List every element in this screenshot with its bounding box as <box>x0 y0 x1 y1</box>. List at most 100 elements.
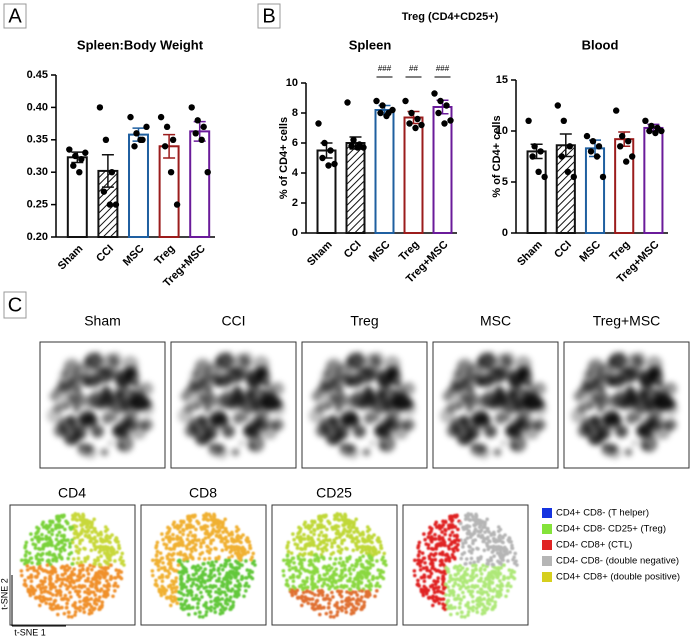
cell <box>116 571 120 576</box>
cell <box>339 571 344 576</box>
cell <box>92 541 96 546</box>
cell <box>36 552 40 556</box>
cell <box>365 566 370 570</box>
cell <box>304 525 308 530</box>
cell <box>211 527 216 532</box>
cell <box>23 578 27 583</box>
density-blob <box>472 443 477 448</box>
cell <box>344 584 349 589</box>
cell <box>286 540 291 545</box>
cell <box>363 547 368 552</box>
density-blob <box>328 394 336 401</box>
cell <box>79 585 84 590</box>
cell <box>291 579 296 584</box>
cell <box>181 519 186 524</box>
cell <box>119 555 123 560</box>
cell <box>96 558 101 563</box>
cell <box>491 589 496 593</box>
cell <box>297 574 301 579</box>
cell <box>98 570 103 575</box>
cell <box>330 541 334 546</box>
cell <box>422 573 427 577</box>
cell <box>191 540 195 545</box>
cell <box>42 579 47 584</box>
cell <box>335 512 340 516</box>
cell <box>317 573 322 578</box>
cell <box>292 537 296 542</box>
cell <box>81 515 85 520</box>
cell <box>25 564 30 568</box>
density-blob <box>67 377 82 393</box>
density-blob <box>362 385 373 396</box>
cell <box>501 577 506 581</box>
density-blob <box>527 394 543 411</box>
cell <box>214 590 218 594</box>
cell <box>86 535 91 540</box>
cell <box>355 526 359 531</box>
cell <box>237 582 242 586</box>
cell <box>251 551 256 556</box>
cell <box>476 556 480 561</box>
cell <box>331 576 335 581</box>
cell <box>459 585 464 589</box>
cell <box>208 571 213 576</box>
cell <box>216 519 220 523</box>
cell <box>446 598 451 603</box>
cell <box>439 590 443 594</box>
bar <box>128 133 149 238</box>
cell <box>441 574 445 578</box>
cell <box>109 553 114 557</box>
cell <box>428 574 432 579</box>
cell <box>212 512 216 517</box>
density-blob <box>363 412 376 425</box>
cell <box>494 547 499 552</box>
cell <box>343 598 348 603</box>
cell <box>210 585 215 590</box>
cell <box>217 587 222 592</box>
data-point <box>315 120 322 127</box>
cell <box>297 584 302 589</box>
cell <box>377 584 382 589</box>
cell <box>247 574 252 579</box>
cell <box>439 597 443 602</box>
cell <box>231 600 236 604</box>
cell <box>304 542 309 547</box>
cell <box>456 593 461 598</box>
cell <box>337 578 341 583</box>
cell <box>200 527 204 531</box>
cell <box>156 568 161 572</box>
density-blob <box>183 403 194 414</box>
data-point <box>373 97 380 105</box>
cell <box>342 527 347 532</box>
data-point <box>106 201 114 208</box>
cell <box>190 549 194 554</box>
cell <box>298 535 303 539</box>
cell <box>351 605 356 609</box>
cell <box>212 515 216 520</box>
cell <box>370 577 375 581</box>
cell <box>381 555 385 560</box>
cell <box>343 563 347 568</box>
density-blob <box>597 425 612 440</box>
cell <box>328 585 333 589</box>
cell <box>89 597 93 601</box>
density-blob <box>49 390 61 402</box>
cell <box>325 568 329 572</box>
cell <box>43 589 48 593</box>
data-point <box>70 162 77 169</box>
cell <box>467 549 472 553</box>
sample-title: CCI <box>221 313 245 329</box>
cell <box>360 570 365 575</box>
cell <box>172 595 177 600</box>
cell <box>337 589 341 594</box>
cell <box>77 532 82 537</box>
density-blob <box>460 377 475 393</box>
cell <box>181 532 185 537</box>
cell <box>65 564 69 568</box>
cell <box>354 558 359 563</box>
cell <box>471 605 476 609</box>
density-blob <box>99 367 115 383</box>
cell <box>479 587 484 592</box>
cell <box>57 519 61 524</box>
cell <box>307 563 312 567</box>
